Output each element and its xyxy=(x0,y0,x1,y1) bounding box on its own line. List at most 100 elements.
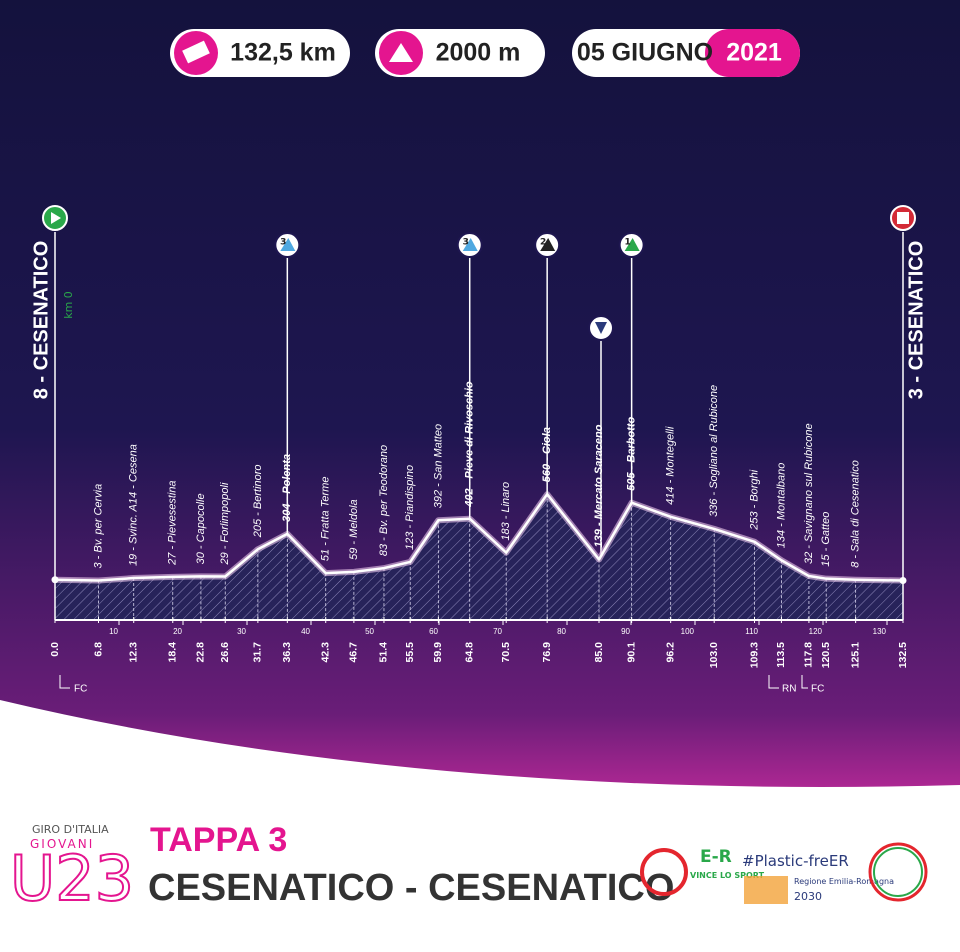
province: FC xyxy=(74,684,87,695)
x-tick-label: 120.5 xyxy=(820,642,832,668)
distance: 132,5 km xyxy=(230,39,336,67)
endpoint-dot xyxy=(51,576,59,584)
waypoint-label: 15 - Gatteo xyxy=(820,512,832,567)
waypoint-label: 3 - Bv. per Cervia xyxy=(92,484,104,569)
x-tick-label: 6.8 xyxy=(92,642,104,657)
date-pill: 05 GIUGNO 2021 xyxy=(572,29,800,77)
finish-flag xyxy=(897,212,909,224)
x-tick-label: 113.5 xyxy=(775,642,787,668)
x-tick-label: 96.2 xyxy=(664,642,676,663)
stage-route: CESENATICO - CESENATICO xyxy=(148,867,674,909)
x-tick-label: 70.5 xyxy=(500,642,512,663)
elevation: 2000 m xyxy=(436,39,521,67)
x-tick-label: 109.3 xyxy=(748,642,760,668)
x-tick-label: 26.6 xyxy=(219,642,231,663)
logo-year: 2030 xyxy=(794,890,822,903)
endpoint-dot xyxy=(899,577,907,585)
waypoint-label: 59 - Meldola xyxy=(348,499,360,560)
province: FC xyxy=(811,684,824,695)
white-panel xyxy=(0,700,960,952)
start-note: km 0 xyxy=(62,291,75,319)
province-arrow xyxy=(801,675,808,689)
waypoint-label: 19 - Svinc. A14 - Cesena xyxy=(128,444,140,566)
waypoint-label: 30 - Capocolle xyxy=(195,493,207,564)
waypoint-label: 134 - Montalbano xyxy=(775,463,787,549)
logo-giovani: GIOVANI xyxy=(30,837,94,851)
waypoint-label: 304 - Polenta xyxy=(281,454,293,522)
waypoint-label: 253 - Borghi xyxy=(748,469,760,530)
x-tick-label: 31.7 xyxy=(252,642,264,663)
minor-tick-label: 40 xyxy=(301,627,310,636)
endpoint-label: 3 - CESENATICO xyxy=(905,241,927,400)
minor-tick-label: 70 xyxy=(493,627,502,636)
climb-category: 1 xyxy=(625,238,631,248)
start-arrow xyxy=(51,212,61,224)
x-tick-label: 12.3 xyxy=(128,642,140,663)
climb-triangle xyxy=(540,238,556,251)
minor-tick-label: 10 xyxy=(109,627,118,636)
climb-category: 3 xyxy=(280,238,286,248)
x-tick-label: 117.8 xyxy=(803,642,815,668)
waypoint-label: 123 - Piandispino xyxy=(404,465,416,550)
waypoint-label: 29 - Forlimpopoli xyxy=(219,482,231,565)
waypoint-label: 402 - Pieve di Rivoschio xyxy=(464,381,476,508)
logo-round xyxy=(868,842,928,902)
x-tick-label: 132.5 xyxy=(897,642,909,668)
waypoint-label: 27 - Pievesestina xyxy=(167,480,179,565)
sprint-flag xyxy=(595,322,607,334)
x-tick-label: 36.3 xyxy=(281,642,293,663)
minor-tick-label: 60 xyxy=(429,627,438,636)
waypoint-label: 505 - Barbotto xyxy=(626,416,638,490)
waypoint-label: 139 - Mercato Saraceno xyxy=(593,424,605,547)
minor-tick-label: 30 xyxy=(237,627,246,636)
minor-tick-label: 110 xyxy=(745,627,758,636)
x-tick-label: 90.1 xyxy=(625,642,637,663)
province: RN xyxy=(782,684,796,695)
waypoint-label: 32 - Savignano sul Rubicone xyxy=(803,423,815,564)
minor-tick-label: 50 xyxy=(365,627,374,636)
x-tick-label: 76.9 xyxy=(541,642,553,663)
logo-plastic: #Plastic-freER xyxy=(742,852,849,870)
waypoint-label: 51 - Fratta Terme xyxy=(320,477,332,562)
x-tick-label: 0.0 xyxy=(49,642,61,657)
minor-tick-label: 20 xyxy=(173,627,182,636)
minor-tick-label: 130 xyxy=(873,627,887,636)
minor-tick-label: 80 xyxy=(557,627,566,636)
minor-tick-label: 100 xyxy=(681,627,695,636)
minor-tick-label: 120 xyxy=(809,627,823,636)
stage-number: TAPPA 3 xyxy=(150,821,287,859)
x-tick-label: 103.0 xyxy=(708,642,720,668)
x-tick-label: 46.7 xyxy=(348,642,360,663)
logo-er: E-R xyxy=(700,847,732,867)
climb-category: 2 xyxy=(540,238,546,248)
waypoint-label: 83 - Bv. per Teodorano xyxy=(378,445,390,556)
x-tick-label: 55.5 xyxy=(404,642,416,663)
waypoint-label: 414 - Montegelli xyxy=(665,426,677,505)
profile-area xyxy=(55,494,903,620)
waypoint-label: 8 - Sala di Cesenatico xyxy=(850,460,862,568)
logo-u23: U23 xyxy=(10,842,134,915)
x-tick-label: 85.0 xyxy=(593,642,605,663)
x-tick-label: 42.3 xyxy=(320,642,332,663)
x-tick-label: 125.1 xyxy=(849,642,861,668)
waypoint-label: 560 - Ciola xyxy=(541,427,553,482)
logo-er-ring xyxy=(640,848,688,896)
x-tick-label: 22.8 xyxy=(195,642,207,663)
elevation-pill: 2000 m xyxy=(375,29,545,77)
logo-round-inner xyxy=(873,847,923,897)
x-tick-label: 18.4 xyxy=(167,642,179,663)
climb-triangle xyxy=(280,238,296,251)
climb-triangle xyxy=(624,238,640,251)
x-tick-label: 59.9 xyxy=(432,642,444,663)
logo-giro: GIRO D'ITALIA xyxy=(32,823,109,836)
logo-mosaic xyxy=(744,876,788,904)
waypoint-label: 336 - Sogliano al Rubicone xyxy=(708,385,720,517)
climb-triangle xyxy=(462,238,478,251)
endpoint-label: 8 - CESENATICO xyxy=(30,241,52,400)
waypoint-label: 392 - San Matteo xyxy=(432,424,444,508)
logo-region: Regione Emilia-Romagna xyxy=(794,877,894,886)
waypoint-label: 183 - Linaro xyxy=(500,482,512,541)
province-arrow xyxy=(768,675,779,689)
